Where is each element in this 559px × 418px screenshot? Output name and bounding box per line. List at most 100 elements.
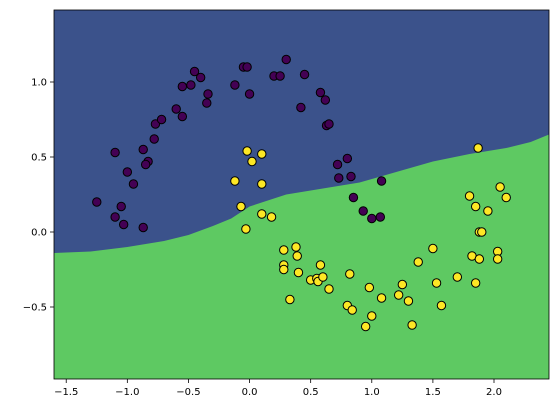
data-point-class-1 — [266, 212, 277, 222]
y-tick-label: 0.0 — [31, 228, 47, 239]
data-point-class-0 — [324, 119, 334, 129]
data-point-class-0 — [320, 95, 331, 105]
data-point-class-1 — [367, 311, 377, 321]
data-point-class-0 — [203, 89, 213, 99]
data-point-class-0 — [334, 173, 344, 183]
data-point-class-0 — [140, 159, 151, 170]
data-point-class-1 — [293, 267, 304, 278]
data-point-class-0 — [186, 80, 196, 90]
data-point-class-1 — [483, 206, 493, 216]
data-points — [92, 54, 511, 332]
data-point-class-1 — [431, 278, 442, 288]
y-tick-label: 0.5 — [31, 153, 47, 164]
data-point-class-1 — [474, 254, 485, 264]
data-point-class-1 — [279, 245, 289, 255]
data-point-class-0 — [375, 212, 386, 222]
data-point-class-0 — [296, 102, 306, 113]
data-point-class-0 — [177, 81, 188, 92]
y-tick-label: −0.5 — [23, 303, 47, 314]
data-point-class-1 — [376, 293, 387, 303]
data-point-class-1 — [318, 272, 328, 282]
data-point-class-1 — [236, 201, 246, 212]
data-point-class-1 — [407, 320, 417, 330]
data-point-class-0 — [171, 104, 181, 114]
x-tick-label: 0.5 — [303, 387, 319, 398]
data-point-class-0 — [244, 89, 255, 99]
data-point-class-0 — [230, 80, 240, 90]
data-point-class-0 — [118, 219, 129, 230]
data-point-class-1 — [501, 192, 511, 203]
data-point-class-1 — [477, 227, 487, 237]
data-point-class-1 — [470, 201, 481, 212]
data-point-class-0 — [275, 71, 285, 81]
data-point-class-1 — [393, 290, 404, 300]
decision-regions — [54, 10, 549, 379]
data-point-class-0 — [346, 171, 356, 182]
data-point-class-0 — [138, 144, 148, 155]
data-point-class-1 — [247, 156, 257, 167]
data-point-class-1 — [428, 243, 438, 254]
data-point-class-1 — [257, 179, 267, 189]
data-point-class-0 — [342, 153, 353, 164]
data-point-class-1 — [364, 282, 375, 293]
x-tick-label: 0.0 — [242, 387, 258, 398]
data-point-class-0 — [242, 62, 252, 72]
data-point-class-0 — [367, 213, 377, 224]
data-point-class-1 — [292, 251, 302, 261]
data-point-class-1 — [492, 254, 503, 264]
data-point-class-0 — [202, 98, 212, 108]
x-tick-label: −1.5 — [54, 387, 78, 398]
x-tick-label: 1.5 — [425, 387, 441, 398]
data-point-class-0 — [358, 206, 368, 216]
data-point-class-1 — [345, 269, 355, 279]
data-point-class-1 — [452, 272, 463, 282]
data-point-class-1 — [241, 224, 251, 234]
data-point-class-1 — [257, 209, 267, 219]
data-point-class-0 — [348, 192, 359, 203]
data-point-class-1 — [436, 300, 447, 311]
x-tick-label: 2.0 — [486, 387, 502, 398]
data-point-class-1 — [470, 278, 481, 288]
data-point-class-1 — [413, 257, 423, 267]
data-point-class-1 — [324, 284, 334, 294]
data-point-class-1 — [473, 143, 483, 153]
data-point-class-0 — [92, 197, 102, 207]
data-point-class-0 — [299, 69, 310, 80]
data-point-class-0 — [189, 66, 200, 77]
data-point-class-1 — [315, 260, 326, 270]
data-point-class-1 — [291, 242, 301, 252]
y-axis: −0.5 0.0 0.5 1.0 — [23, 78, 54, 314]
data-point-class-0 — [110, 212, 120, 222]
data-point-class-1 — [347, 305, 357, 315]
data-point-class-1 — [360, 321, 371, 332]
data-point-class-1 — [403, 296, 414, 306]
data-point-class-0 — [177, 111, 188, 122]
data-point-class-1 — [495, 182, 505, 192]
data-point-class-0 — [149, 134, 159, 144]
y-tick-label: 1.0 — [31, 78, 47, 89]
data-point-class-1 — [257, 149, 267, 159]
data-point-class-0 — [376, 176, 387, 186]
x-tick-label: 1.0 — [364, 387, 380, 398]
data-point-class-0 — [195, 72, 206, 83]
data-point-class-0 — [281, 54, 291, 65]
data-point-class-0 — [332, 159, 343, 170]
data-point-class-0 — [138, 222, 148, 233]
data-point-class-0 — [128, 179, 139, 189]
data-point-class-0 — [156, 114, 167, 125]
x-tick-label: −1.0 — [115, 387, 139, 398]
x-tick-label: −0.5 — [176, 387, 200, 398]
data-point-class-0 — [315, 87, 326, 98]
data-point-class-1 — [464, 191, 475, 201]
data-point-class-1 — [242, 146, 252, 156]
plot-frame — [53, 9, 550, 380]
data-point-class-0 — [116, 201, 126, 212]
data-point-class-0 — [122, 167, 133, 177]
data-point-class-1 — [279, 264, 289, 275]
data-point-class-1 — [397, 279, 408, 290]
data-point-class-1 — [230, 176, 240, 186]
data-point-class-1 — [285, 294, 295, 305]
x-axis: −1.5 −1.0 −0.5 0.0 0.5 1.0 1.5 2.0 — [54, 379, 502, 398]
